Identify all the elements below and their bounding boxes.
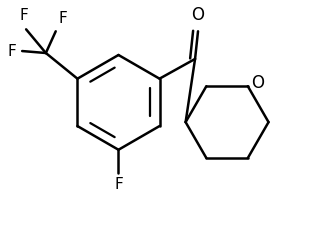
Text: F: F: [20, 8, 28, 23]
Text: O: O: [191, 6, 204, 24]
Text: O: O: [251, 74, 264, 92]
Text: F: F: [58, 11, 67, 26]
Text: F: F: [114, 177, 123, 192]
Text: F: F: [8, 43, 17, 59]
